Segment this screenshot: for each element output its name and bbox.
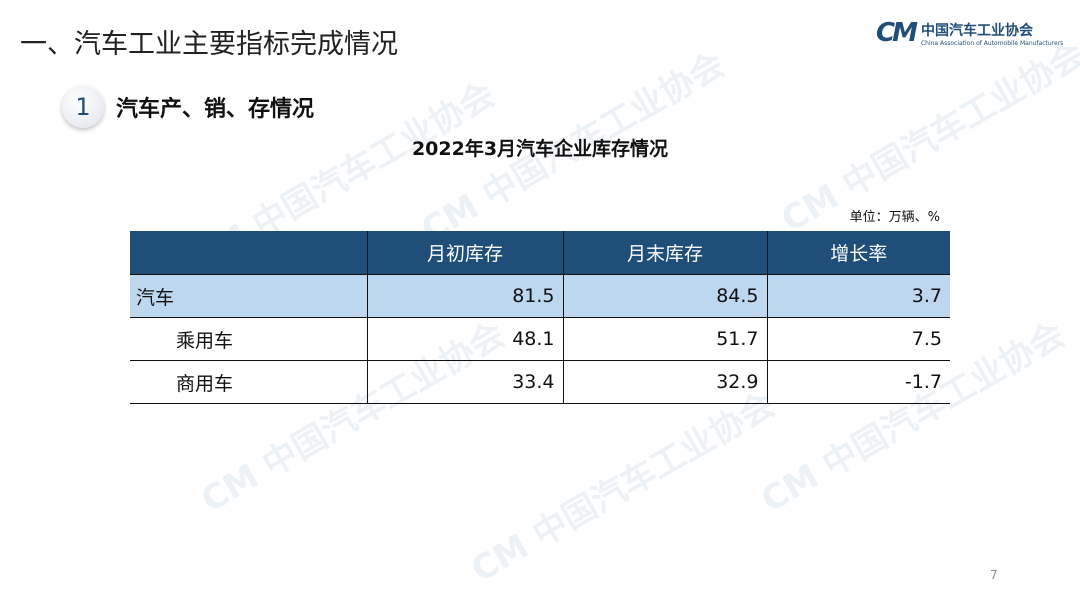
- cell: 3.7: [766, 274, 950, 318]
- table-row: 汽车 81.5 84.5 3.7: [130, 274, 950, 318]
- cell: -1.7: [766, 360, 950, 404]
- logo: CM 中国汽车工业协会 China Association of Automob…: [876, 18, 1063, 48]
- cell: 81.5: [366, 274, 563, 318]
- logo-name-en: China Association of Automobile Manufact…: [920, 39, 1064, 47]
- cell: 7.5: [766, 317, 950, 361]
- table-row: 乘用车 48.1 51.7 7.5: [130, 317, 950, 361]
- inventory-table: 月初库存 月末库存 增长率 汽车 81.5 84.5 3.7 乘用车 48.1 …: [130, 231, 950, 404]
- watermark: CM 中国汽车工业协会: [464, 384, 782, 591]
- page-number: 7: [990, 568, 998, 582]
- cell: 32.9: [562, 360, 767, 404]
- column-header: [130, 231, 367, 275]
- section-label: 汽车产、销、存情况: [116, 97, 315, 122]
- unit-label: 单位：万辆、%: [849, 210, 940, 225]
- cm-logo-mark: CM: [876, 18, 918, 48]
- column-header: 月末库存: [562, 231, 767, 275]
- table-header-row: 月初库存 月末库存 增长率: [130, 231, 950, 275]
- table-title: 2022年3月汽车企业库存情况: [411, 138, 669, 160]
- cell: 84.5: [562, 274, 767, 318]
- row-label: 汽车: [130, 274, 367, 318]
- cell: 33.4: [366, 360, 563, 404]
- row-label: 乘用车: [130, 317, 367, 361]
- table-row: 商用车 33.4 32.9 -1.7: [130, 360, 950, 404]
- column-header: 月初库存: [366, 231, 563, 275]
- column-header: 增长率: [766, 231, 950, 275]
- logo-name-cn: 中国汽车工业协会: [920, 22, 1033, 39]
- cell: 48.1: [366, 317, 563, 361]
- page-title: 一、汽车工业主要指标完成情况: [20, 29, 398, 60]
- cell: 51.7: [562, 317, 767, 361]
- section-number-badge: 1: [62, 86, 104, 128]
- row-label: 商用车: [130, 360, 367, 404]
- section-heading: 1 汽车产、销、存情况: [62, 86, 314, 128]
